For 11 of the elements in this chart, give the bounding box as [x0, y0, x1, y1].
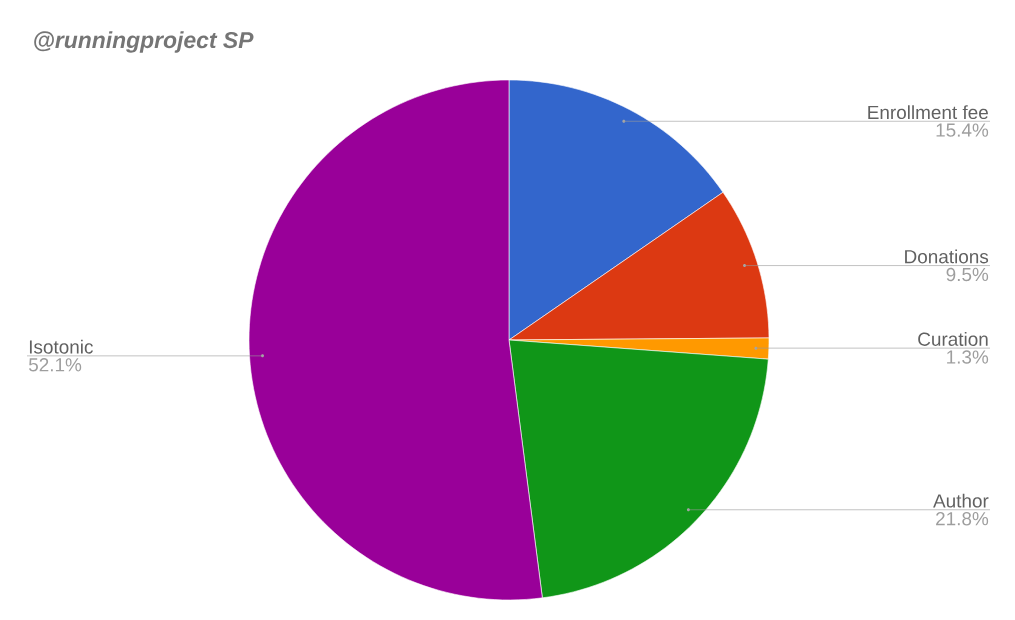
data-label: 15.4% [936, 123, 989, 137]
chart-title: @runningproject SP [34, 31, 254, 53]
slice-label: Isotonic [29, 339, 93, 354]
data-label: 1.3% [947, 350, 989, 364]
slice-label: Author [933, 493, 989, 508]
data-label: 21.8% [936, 511, 989, 526]
data-label: 52.1% [28, 358, 82, 372]
slice-label: Enrollment fee [868, 105, 988, 120]
slice-label: Curation [918, 332, 988, 346]
data-label: 9.5% [946, 267, 989, 282]
slice-label: Donations [905, 249, 989, 264]
